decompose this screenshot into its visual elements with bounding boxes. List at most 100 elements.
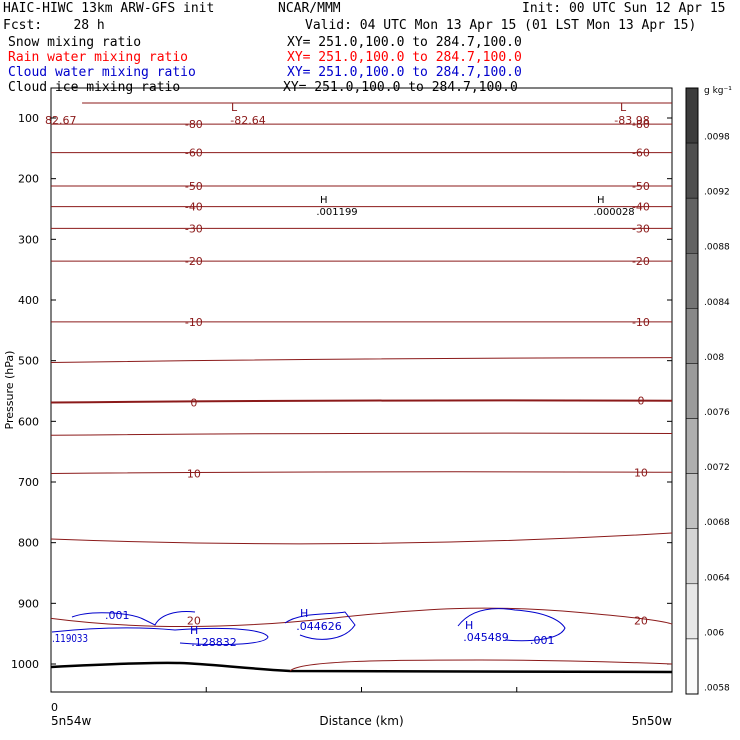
colorbar-segment bbox=[685, 87, 699, 144]
high-marker: H bbox=[597, 195, 605, 206]
high-marker: H bbox=[320, 195, 328, 206]
colorbar-segment bbox=[685, 473, 699, 529]
y-tick-label: 200 bbox=[18, 173, 39, 186]
isotherm-contour bbox=[50, 357, 673, 363]
colorbar-segment bbox=[685, 638, 699, 695]
colorbar-tick-label: .0072 bbox=[704, 463, 730, 473]
isotherm-label-right: -50 bbox=[632, 180, 650, 193]
cloud-high-marker: H bbox=[300, 607, 308, 620]
init-time: Init: 00 UTC Sun 12 Apr 15 bbox=[522, 1, 726, 16]
cloud-contour bbox=[284, 611, 356, 640]
org-label: NCAR/MMM bbox=[278, 1, 341, 16]
low-level-contour bbox=[289, 659, 673, 672]
isotherm-label-left: -40 bbox=[185, 201, 203, 214]
colorbar-tick-label: .0064 bbox=[704, 573, 730, 583]
isotherm-contour bbox=[50, 432, 673, 436]
colorbar-segment bbox=[685, 583, 699, 640]
low-marker: L bbox=[620, 101, 627, 114]
cloud-high-value: .045489 bbox=[463, 631, 509, 644]
colorbar-tick-label: .0076 bbox=[704, 408, 730, 418]
low-marker: L bbox=[231, 101, 238, 114]
cloud-water-label: .001 bbox=[530, 634, 555, 647]
isotherm-label-right: -60 bbox=[632, 147, 650, 160]
high-value: .001199 bbox=[316, 207, 357, 218]
field-cloudwater-xy: XY= 251.0,100.0 to 284.7,100.0 bbox=[287, 65, 522, 80]
high-value: .000028 bbox=[593, 207, 634, 218]
isotherm-label-left: -60 bbox=[185, 147, 203, 160]
isotherm-label-left: -10 bbox=[185, 316, 203, 329]
isotherm-label-right: 20 bbox=[634, 614, 648, 627]
colorbar-segment bbox=[685, 197, 699, 254]
isotherm-label-left: -30 bbox=[185, 222, 203, 235]
field-cloudwater-name: Cloud water mixing ratio bbox=[8, 65, 196, 80]
forecast-hour: Fcst: 28 h bbox=[3, 18, 105, 33]
low-value-left: -82.64 bbox=[230, 114, 265, 127]
y-tick-label: 800 bbox=[18, 537, 39, 550]
isotherm-contour bbox=[50, 532, 673, 545]
isotherm-label-left: -80 bbox=[185, 118, 203, 131]
y-tick-label: 400 bbox=[18, 294, 39, 307]
cloud-high-marker: H bbox=[190, 624, 198, 637]
colorbar-segment bbox=[685, 528, 699, 585]
isotherm-label-right: -10 bbox=[632, 316, 650, 329]
colorbar-tick-label: .0084 bbox=[704, 298, 730, 308]
x-axis-label: Distance (km) bbox=[319, 714, 403, 728]
colorbar bbox=[685, 87, 699, 695]
isotherm-label-right: -20 bbox=[632, 255, 650, 268]
isotherm-label-left: 20 bbox=[187, 614, 201, 627]
y-tick-label: 600 bbox=[18, 415, 39, 428]
colorbar-unit: g kg⁻¹ bbox=[704, 86, 732, 96]
colorbar-segment bbox=[685, 363, 699, 419]
cloud-edge-value: .119033 bbox=[52, 632, 88, 645]
cloud-water-contours bbox=[51, 608, 566, 646]
terrain-line bbox=[50, 661, 673, 674]
cloud-high-marker: H bbox=[465, 619, 473, 632]
x-origin-label: 0 bbox=[51, 701, 58, 714]
cloud-contour bbox=[457, 608, 566, 642]
title: HAIC-HIWC 13km ARW-GFS init bbox=[3, 1, 215, 16]
valid-time: Valid: 04 UTC Mon 13 Apr 15 (01 LST Mon … bbox=[305, 18, 697, 33]
isotherm-label-left: 0 bbox=[190, 397, 197, 410]
isotherm-label-left: -20 bbox=[185, 255, 203, 268]
colorbar-frame bbox=[685, 87, 699, 695]
cloud-contour bbox=[71, 611, 196, 626]
y-tick-label: 500 bbox=[18, 355, 39, 368]
plot-frame bbox=[50, 87, 673, 693]
x-left-label: 5n54w bbox=[51, 714, 92, 728]
colorbar-tick-label: .0058 bbox=[704, 683, 730, 693]
field-rain-xy: XY= 251.0,100.0 to 284.7,100.0 bbox=[287, 50, 522, 65]
field-snow-xy: XY= 251.0,100.0 to 284.7,100.0 bbox=[287, 35, 522, 50]
colorbar-segment bbox=[685, 308, 699, 364]
colorbar-segment bbox=[685, 253, 699, 309]
isotherm-contour bbox=[50, 607, 673, 628]
isotherm-contour bbox=[50, 399, 673, 404]
isotherm-label-right: 10 bbox=[634, 466, 648, 479]
isotherm-label-right: -30 bbox=[632, 222, 650, 235]
isotherm-label-left: 10 bbox=[187, 468, 201, 481]
low-value-right: -83.98 bbox=[614, 114, 649, 127]
y-axis-label: Pressure (hPa) bbox=[3, 351, 16, 430]
cloud-high-value: .128832 bbox=[191, 636, 237, 649]
isotherm-label-right: -80 bbox=[632, 118, 650, 131]
y-tick-label: 700 bbox=[18, 476, 39, 489]
colorbar-segment bbox=[685, 418, 699, 474]
field-snow-name: Snow mixing ratio bbox=[8, 35, 142, 50]
colorbar-tick-label: .0098 bbox=[704, 133, 730, 143]
y-tick-label: 100 bbox=[18, 112, 39, 125]
colorbar-tick-label: .006 bbox=[704, 628, 724, 638]
field-rain-name: Rain water mixing ratio bbox=[8, 50, 189, 65]
isotherm-label-right: 0 bbox=[637, 395, 644, 408]
cloud-water-label: .001 bbox=[105, 609, 130, 622]
colorbar-tick-label: .0092 bbox=[704, 188, 730, 198]
colorbar-tick-label: .008 bbox=[704, 353, 724, 363]
x-right-label: 5n50w bbox=[632, 714, 673, 728]
y-tick-label: 1000 bbox=[11, 658, 39, 671]
isotherm-label-right: -40 bbox=[632, 201, 650, 214]
cloud-contour bbox=[51, 627, 269, 646]
colorbar-tick-label: .0068 bbox=[704, 518, 730, 528]
cloud-high-value: .044626 bbox=[296, 620, 342, 633]
colorbar-tick-label: .0088 bbox=[704, 243, 730, 253]
y-tick-label: 300 bbox=[18, 233, 39, 246]
temperature-contours bbox=[50, 102, 673, 628]
